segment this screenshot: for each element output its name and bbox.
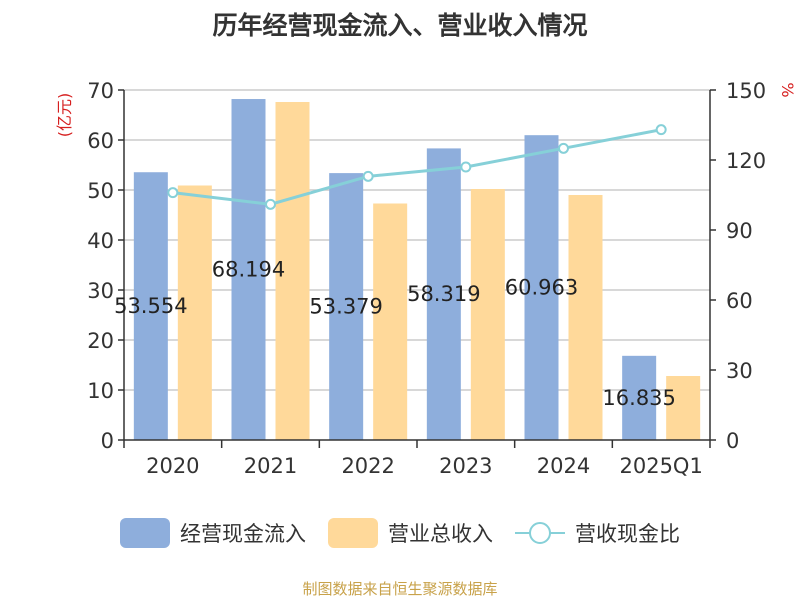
y-left-tick-label: 40 [87, 229, 114, 253]
y-right-tick-label: 150 [726, 79, 766, 103]
bar-revenue [275, 102, 310, 440]
x-tick-label: 2021 [244, 454, 297, 478]
y-left-tick-label: 30 [87, 279, 114, 303]
y-left-tick-label: 60 [87, 129, 114, 153]
bar-revenue [177, 185, 212, 440]
x-tick-label: 2023 [439, 454, 492, 478]
bar-revenue [568, 195, 603, 440]
bar-revenue [470, 189, 505, 440]
ratio-point [460, 161, 472, 173]
legend-label-ratio: 营收现金比 [575, 522, 680, 546]
ratio-point [265, 198, 276, 210]
ratio-line [167, 124, 667, 210]
data-label-cash-inflow: 68.194 [212, 258, 285, 282]
legend-swatch-ratio [515, 518, 565, 548]
legend-swatch-cash-inflow [120, 518, 170, 548]
bar-cash-inflow [231, 99, 266, 440]
y-left-tick-label: 0 [101, 429, 114, 453]
ratio-point [167, 187, 179, 199]
bar-cash-inflow [524, 135, 559, 440]
y-axis-left-label: (亿元) [55, 93, 74, 138]
x-tick-label: 2024 [537, 454, 590, 478]
grid-lines [124, 89, 710, 391]
legend-label-cash-inflow: 经营现金流入 [180, 522, 306, 546]
y-right-tick-label: 90 [726, 219, 753, 243]
y-left-tick-label: 10 [87, 379, 114, 403]
y-right-tick-label: 0 [726, 429, 739, 453]
bar-cash-inflow [329, 173, 364, 441]
legend-item-revenue[interactable]: 营业总收入 [328, 518, 493, 548]
bar-revenue [666, 376, 701, 440]
y-left-tick-label: 70 [87, 79, 114, 103]
ratio-point [655, 124, 667, 136]
y-axis-right-label: % [778, 82, 797, 97]
y-right-tick-label: 60 [726, 289, 753, 313]
legend-label-revenue: 营业总收入 [388, 522, 493, 546]
chart-title: 历年经营现金流入、营业收入情况 [212, 11, 588, 40]
y-left-tick-label: 20 [87, 329, 114, 353]
bar-cash-inflow [622, 355, 657, 440]
bars [133, 99, 701, 441]
data-label-cash-inflow: 53.554 [114, 294, 187, 318]
y-right-tick-label: 30 [726, 359, 753, 383]
data-label-cash-inflow: 16.835 [602, 386, 675, 410]
y-left-tick-label: 50 [87, 179, 114, 203]
chart-svg: 0 10 20 30 40 50 60 70 0 30 60 90 120 150 2020 2021 2022… [55, 79, 797, 478]
legend-swatch-revenue [328, 518, 378, 548]
data-label-cash-inflow: 60.963 [505, 276, 578, 300]
bar-revenue [373, 203, 408, 440]
ratio-line-path [172, 128, 662, 206]
x-tick-label: 2020 [146, 454, 199, 478]
ratio-point [558, 142, 569, 154]
x-tick-label: 2022 [341, 454, 394, 478]
y-right-tick-label: 120 [726, 149, 766, 173]
legend: 经营现金流入 营业总收入 营收现金比 [0, 518, 800, 548]
x-tick-label: 2025Q1 [619, 454, 702, 478]
tick-labels: 0 10 20 30 40 50 60 70 0 30 60 90 120 150 2020 2021 2022… [87, 79, 766, 478]
ratio-point [362, 170, 374, 182]
source-note: 制图数据来自恒生聚源数据库 [302, 580, 498, 598]
bar-cash-inflow [133, 172, 168, 441]
bar-cash-inflow [426, 148, 461, 440]
axes [118, 89, 716, 448]
data-label-cash-inflow: 58.319 [407, 282, 480, 306]
data-label-cash-inflow: 53.379 [309, 295, 382, 319]
data-labels: 53.554 68.194 53.379 58.319 60.963 16.835 [114, 258, 676, 410]
legend-item-ratio[interactable]: 营收现金比 [515, 518, 680, 548]
legend-item-cash-inflow[interactable]: 经营现金流入 [120, 518, 306, 548]
